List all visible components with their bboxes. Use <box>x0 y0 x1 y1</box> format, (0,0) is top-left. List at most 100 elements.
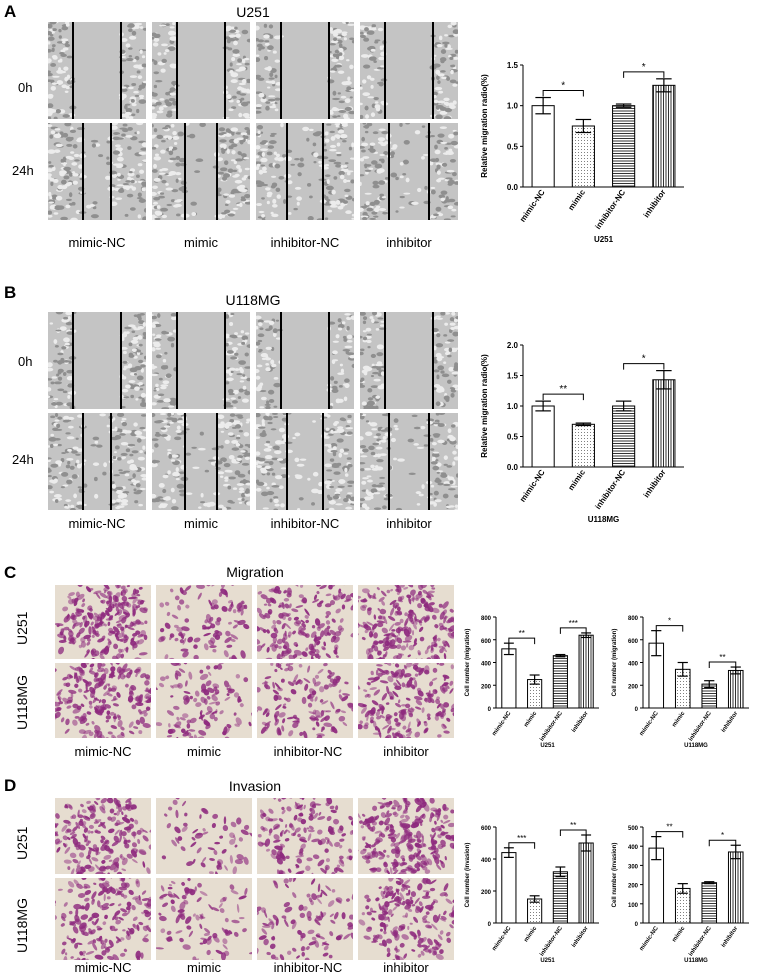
stained-cell <box>233 692 240 698</box>
stained-cell <box>260 594 268 600</box>
transwell-image <box>55 663 151 738</box>
cell-speck <box>63 166 72 171</box>
stained-cell <box>240 609 244 616</box>
y-axis-label: Relative migration radio(%) <box>480 354 489 458</box>
cell-speck <box>59 70 67 74</box>
cell-speck <box>171 506 179 510</box>
cell-speck <box>364 124 370 129</box>
stained-cell <box>257 834 262 838</box>
cell-speck <box>50 433 55 437</box>
stained-cell <box>229 832 235 839</box>
cell-speck <box>313 152 319 158</box>
cell-speck <box>312 142 317 147</box>
stained-cell <box>287 868 292 873</box>
cell-speck <box>329 43 336 46</box>
cell-speck <box>63 337 70 343</box>
cell-speck <box>376 365 382 371</box>
cell-speck <box>360 102 363 106</box>
cell-speck <box>329 205 338 208</box>
cell-speck <box>175 172 182 176</box>
cell-speck <box>66 479 73 485</box>
stained-cell <box>230 821 237 828</box>
cell-speck <box>443 481 451 485</box>
cell-speck <box>114 426 118 432</box>
cell-speck <box>140 364 146 368</box>
cell-speck <box>337 130 345 134</box>
stained-cell <box>167 806 173 811</box>
stained-cell <box>200 862 206 868</box>
panel-c-row-u251: U251 <box>14 611 30 645</box>
cell-speck <box>69 129 77 134</box>
stained-cell <box>282 718 286 724</box>
stained-cell <box>63 859 72 864</box>
cell-speck <box>160 434 168 437</box>
cell-speck <box>437 139 441 144</box>
stained-cell <box>76 632 81 638</box>
stained-cell <box>414 706 422 710</box>
cell-speck <box>50 63 57 67</box>
stained-cell <box>57 695 62 700</box>
cell-speck <box>452 450 457 455</box>
stained-cell <box>135 702 144 707</box>
cell-speck <box>364 27 369 32</box>
cell-speck <box>72 144 78 149</box>
cell-speck <box>139 26 144 29</box>
cell-speck <box>91 143 97 148</box>
category-label: inhibitor <box>642 188 668 219</box>
cell-speck <box>61 38 69 42</box>
cell-speck <box>378 180 386 185</box>
cell-speck <box>141 398 146 403</box>
stained-cell <box>280 845 283 851</box>
stained-cell <box>450 809 454 814</box>
cell-speck <box>70 151 75 154</box>
cell-speck <box>327 209 333 213</box>
stained-cell <box>203 643 209 651</box>
y-tick-label: 600 <box>628 639 639 645</box>
stained-cell <box>371 644 375 649</box>
stained-cell <box>235 674 241 679</box>
stained-cell <box>116 810 120 816</box>
cell-speck <box>421 156 425 160</box>
stained-cell <box>211 822 216 829</box>
cell-speck <box>331 189 336 195</box>
cell-speck <box>65 204 71 209</box>
stained-cell <box>373 632 378 639</box>
stained-cell <box>132 848 139 851</box>
stained-cell <box>174 595 180 601</box>
cell-speck <box>138 198 146 203</box>
stained-cell <box>91 585 99 586</box>
cell-speck <box>168 97 176 102</box>
wound-texture <box>152 22 250 119</box>
stained-cell <box>358 849 359 857</box>
wound-texture <box>360 413 458 510</box>
cell-speck <box>240 196 246 199</box>
cell-speck <box>49 479 56 483</box>
cell-speck <box>73 153 80 158</box>
stained-cell <box>417 658 423 659</box>
cell-speck <box>64 342 70 346</box>
stained-cell <box>442 601 449 609</box>
significance-label: * <box>668 617 671 626</box>
cell-speck <box>241 79 247 84</box>
stained-cell <box>80 866 86 873</box>
cell-speck <box>395 507 403 510</box>
cell-speck <box>263 34 270 39</box>
stained-cell <box>143 712 148 717</box>
cell-speck <box>158 377 163 381</box>
cell-speck <box>435 206 442 212</box>
cell-speck <box>256 375 261 380</box>
y-tick-label: 2.0 <box>507 341 519 350</box>
stained-cell <box>350 819 353 826</box>
stained-cell <box>295 679 301 686</box>
cell-speck <box>152 135 155 139</box>
stained-cell <box>68 634 74 642</box>
stained-cell <box>423 669 430 675</box>
cell-speck <box>223 160 229 166</box>
cell-speck <box>156 400 165 403</box>
cell-speck <box>128 380 136 383</box>
stained-cell <box>128 721 134 728</box>
wound-image <box>48 22 146 119</box>
cell-speck <box>259 406 265 409</box>
stained-cell <box>437 734 442 738</box>
cell-speck <box>360 468 365 472</box>
